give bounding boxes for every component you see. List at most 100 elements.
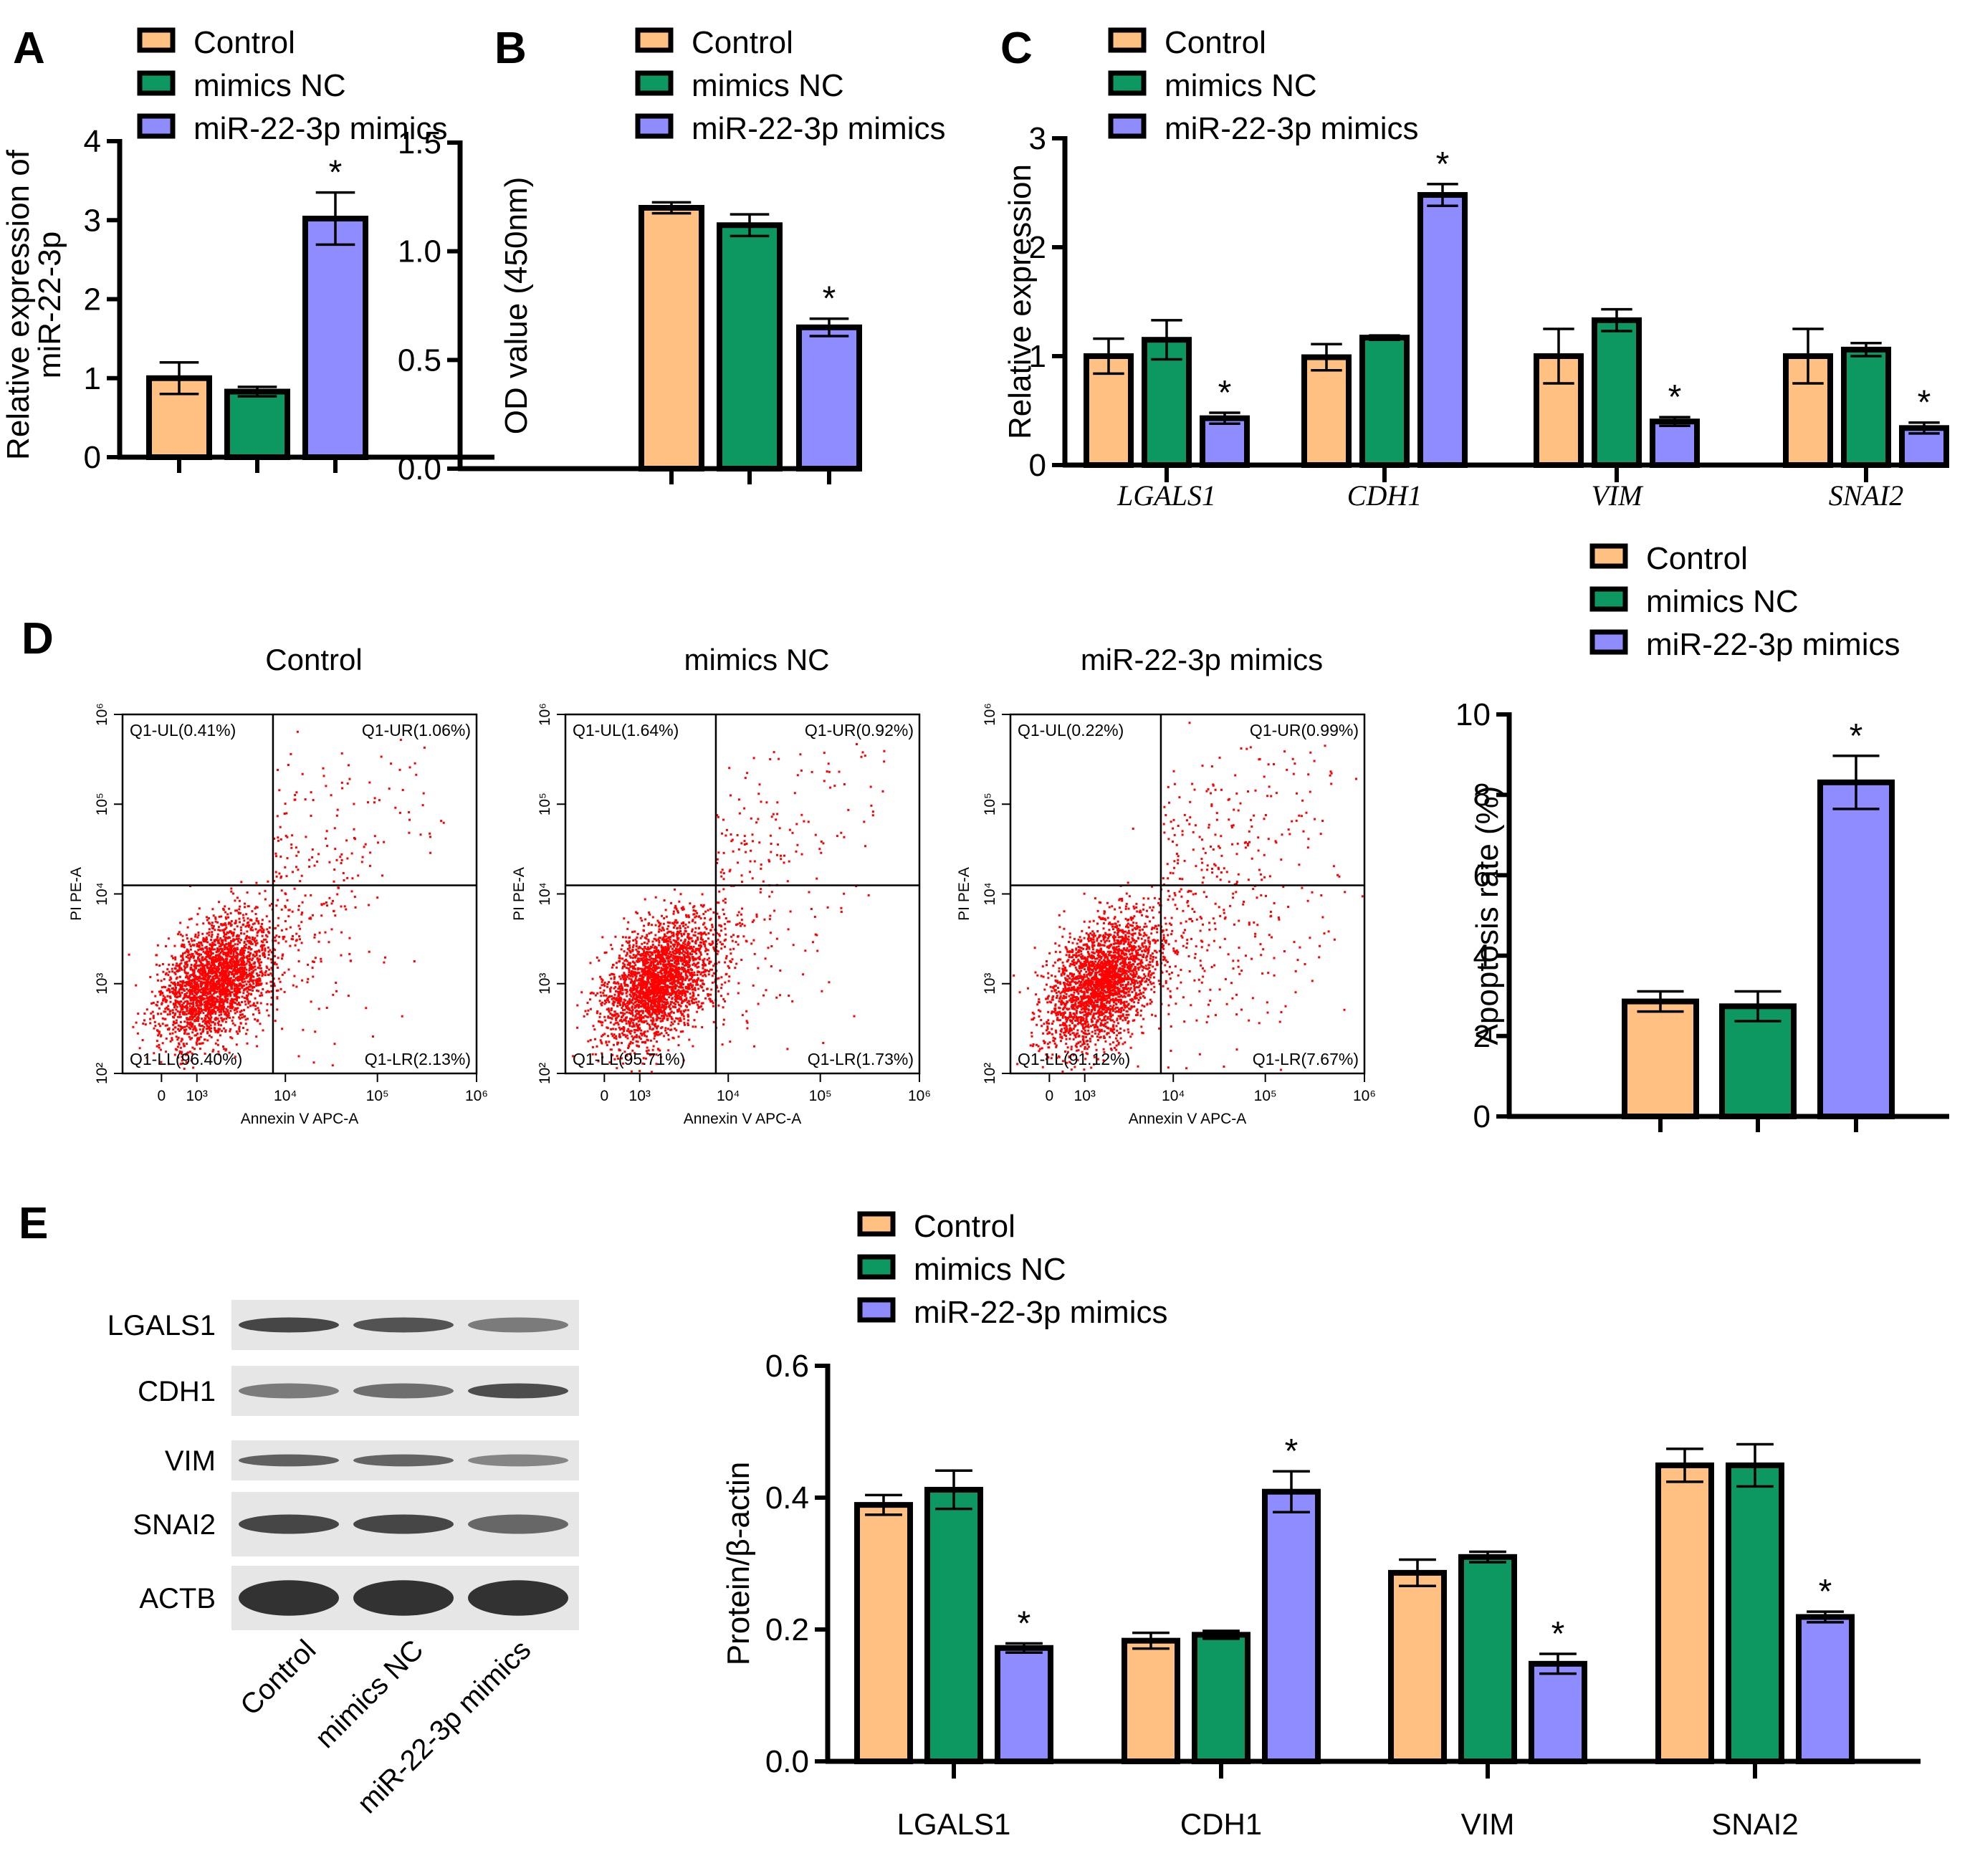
bar-control [639, 205, 704, 472]
bar-snai2-mimics-nc [1726, 1462, 1784, 1765]
legend-swatch-3 [1589, 629, 1628, 655]
flow-y-tick-label: 10⁶ [94, 703, 110, 726]
legend-swatch-1 [137, 27, 176, 53]
bar-cdh1-mimics-nc [1192, 1632, 1250, 1765]
y-tick-label: 8 [1473, 777, 1491, 813]
legend-label: miR-22-3p mimics [1165, 111, 1418, 146]
flow-x-axis-label: Annexin V APC-A [241, 1111, 359, 1127]
bar-mimics-nc [224, 388, 290, 460]
flow-x-tick-label: 10³ [629, 1088, 651, 1104]
flow-y-tick-label: 10⁵ [982, 793, 998, 815]
bar-control [1622, 998, 1699, 1119]
flow-x-tick-label: 10⁴ [274, 1088, 297, 1104]
legend-label: miR-22-3p mimics [914, 1295, 1167, 1330]
blot-band [468, 1580, 568, 1616]
blot-band [239, 1454, 339, 1467]
x-tick-label: VIM [1461, 1807, 1515, 1841]
y-axis-label-line1: Relative expression of [1, 149, 36, 460]
significance-marker: * [1018, 1604, 1031, 1642]
significance-marker: * [1918, 384, 1931, 422]
flow-y-tick-label: 10² [982, 1063, 998, 1084]
quadrant-ll-label: Q1-LL(96.40%) [130, 1050, 242, 1068]
flow-x-tick-label: 10⁴ [717, 1088, 740, 1104]
y-tick-label: 0.6 [765, 1349, 809, 1384]
flow-x-tick-label: 10⁵ [366, 1088, 389, 1104]
flow-y-tick-label: 10³ [537, 973, 553, 995]
flow-y-axis-label: PI PE-A [68, 867, 85, 921]
blot-band [353, 1514, 454, 1534]
flow-y-tick-label: 10² [94, 1063, 110, 1084]
blot-band [353, 1580, 454, 1616]
y-tick-label: 3 [84, 203, 101, 238]
significance-marker: * [823, 280, 836, 318]
legend-label: Control [193, 25, 295, 60]
bar-lgals1-control [854, 1502, 913, 1765]
chart-c-gene-expression: Control mimics NC miR-22-3p mimics 0 1 2 3 Rela… [1003, 25, 1949, 512]
legend-label: miR-22-3p mimics [692, 111, 945, 146]
quadrant-ul-label: Q1-UL(1.64%) [573, 721, 679, 740]
blot-lane-label: Control [234, 1634, 322, 1721]
flow-plot-frame [1009, 713, 1366, 1075]
flow-x-tick-label: 0 [1045, 1088, 1053, 1104]
x-tick-label: VIM [1591, 479, 1644, 512]
legend-swatch-1 [1108, 27, 1147, 53]
legend-label: Control [1165, 25, 1266, 60]
significance-marker: * [1436, 145, 1450, 183]
bar-cdh1-control [1122, 1637, 1180, 1764]
flow-plot-title: Control [265, 643, 362, 676]
legend-label: mimics NC [692, 68, 844, 103]
bar-vim-mir-22-3p-mimics [1650, 418, 1700, 469]
legend-label: mimics NC [1646, 584, 1799, 619]
flow-x-axis-label: Annexin V APC-A [1129, 1111, 1247, 1127]
bar-lgals1-mir-22-3p-mimics [995, 1645, 1053, 1765]
blot-band [239, 1383, 339, 1399]
legend-swatch-2 [857, 1254, 896, 1280]
bar-mir-22-3p-mimics [1817, 779, 1895, 1119]
significance-marker: * [1551, 1615, 1565, 1653]
quadrant-lr-label: Q1-LR(1.73%) [808, 1050, 914, 1068]
y-tick-label: 6 [1473, 858, 1491, 893]
y-tick-label: 4 [1473, 939, 1491, 974]
flow-y-axis-label: PI PE-A [956, 867, 972, 921]
legend-swatch-3 [137, 113, 176, 139]
y-tick-label: 0 [84, 440, 101, 475]
flow-y-tick-label: 10⁶ [982, 703, 998, 726]
flow-plot-frame [121, 713, 478, 1075]
flow-y-tick-label: 10³ [94, 973, 110, 995]
bar-vim-mimics-nc [1458, 1554, 1517, 1765]
legend-swatch-3 [635, 113, 674, 139]
y-tick-label: 1 [84, 361, 101, 396]
y-tick-label: 1.0 [398, 234, 441, 269]
x-tick-label: LGALS1 [1116, 479, 1216, 512]
bar-lgals1-mimics-nc [1142, 337, 1192, 469]
legend-swatch-2 [1589, 586, 1628, 612]
quadrant-ur-label: Q1-UR(0.99%) [1250, 721, 1359, 740]
bar-vim-mimics-nc [1592, 317, 1642, 468]
chart-e-protein-ratio: Control mimics NC miR-22-3p mimics 0.0 0.2 0.… [721, 1209, 1921, 1841]
bar-cdh1-mir-22-3p-mimics [1417, 192, 1468, 468]
blot-protein-label: LGALS1 [107, 1310, 216, 1341]
significance-marker: * [1850, 717, 1863, 755]
flow-x-axis-label: Annexin V APC-A [684, 1111, 802, 1127]
blot-band [353, 1383, 454, 1399]
flow-y-tick-label: 10⁴ [94, 882, 110, 905]
legend-swatch-2 [1108, 70, 1147, 96]
blot-protein-label: VIM [165, 1445, 216, 1477]
flow-plot-control: Control Q1-UL(0.41%) Q1-UR(1.06%) Q1-LL(96.… [68, 643, 488, 1127]
blot-band [468, 1383, 568, 1399]
flow-cytometry-plots: Control Q1-UL(0.41%) Q1-UR(1.06%) Q1-LL(96.… [68, 643, 1376, 1127]
significance-marker: * [1668, 378, 1682, 416]
y-tick-label: 3 [1029, 121, 1046, 156]
panel-letter-c: C [1000, 24, 1033, 73]
y-tick-label: 0 [1029, 448, 1046, 483]
chart-d-apoptosis-rate: Control mimics NC miR-22-3p mimics 0 2 4 6 8 10 A… [1455, 541, 1949, 1134]
flow-y-tick-label: 10⁵ [94, 793, 110, 815]
bar-mir-22-3p-mimics [796, 324, 862, 472]
bar-vim-mir-22-3p-mimics [1529, 1660, 1587, 1765]
legend-label: mimics NC [914, 1252, 1066, 1287]
panel-letter-b: B [494, 24, 527, 73]
blot-protein-label: CDH1 [138, 1376, 216, 1407]
legend-label: miR-22-3p mimics [193, 111, 447, 146]
legend-label: Control [1646, 541, 1748, 576]
